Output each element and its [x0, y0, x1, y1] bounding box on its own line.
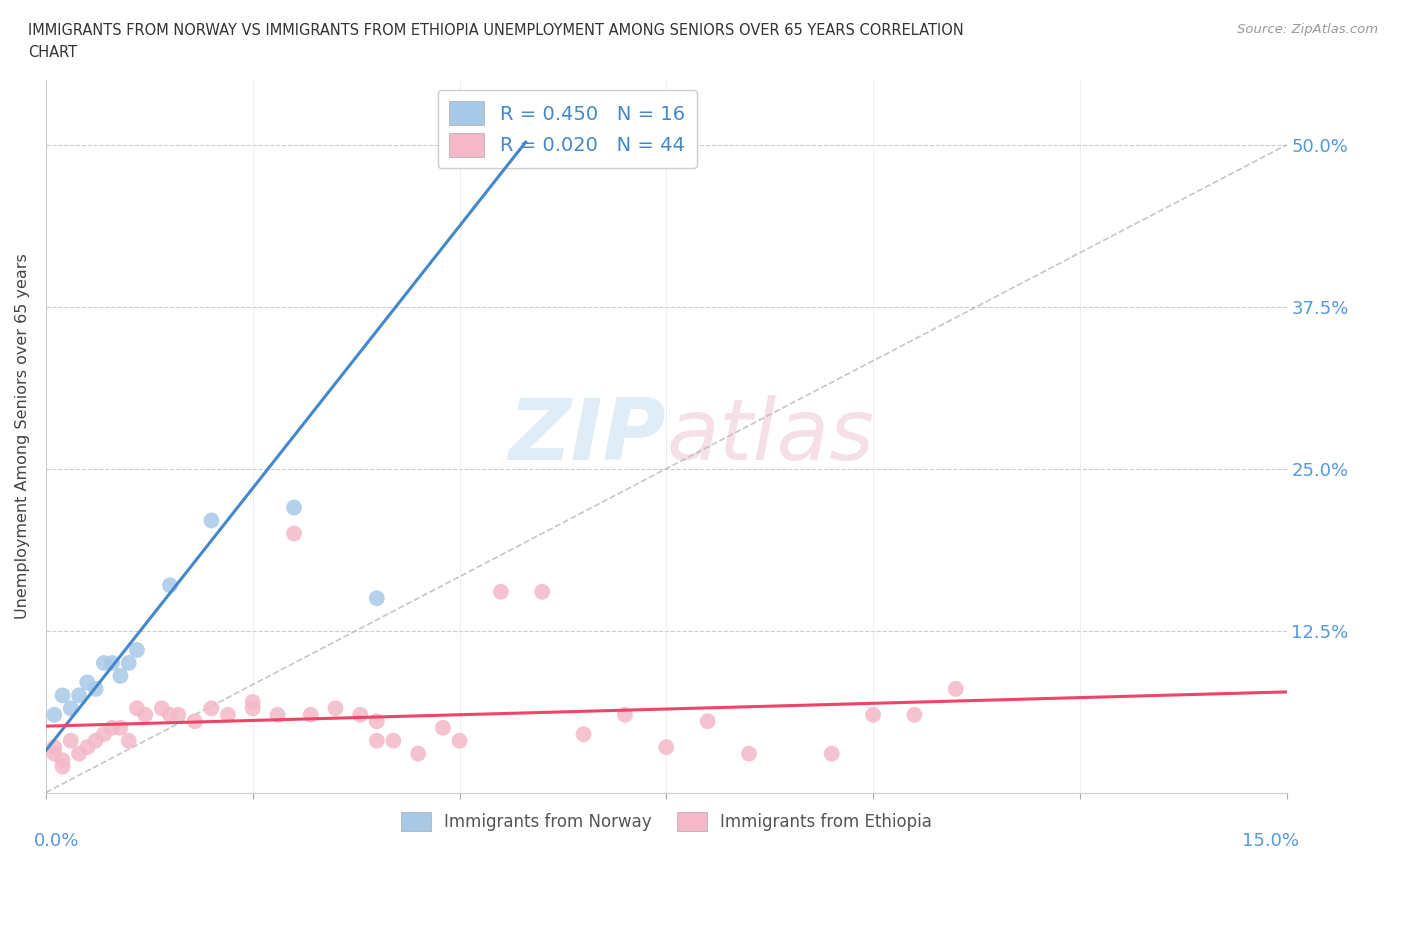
Point: [84, 682, 107, 697]
Point: [44, 739, 66, 754]
Text: CHART: CHART: [28, 45, 77, 60]
Point: [184, 714, 207, 729]
Point: [738, 746, 761, 761]
Point: [110, 669, 132, 684]
Point: [93, 656, 115, 671]
Point: [134, 708, 156, 723]
Point: [76, 675, 98, 690]
Point: [125, 643, 148, 658]
Text: atlas: atlas: [666, 395, 875, 478]
Text: 15.0%: 15.0%: [1241, 831, 1299, 850]
Point: [299, 708, 322, 723]
Point: [242, 701, 264, 716]
Point: [167, 708, 190, 723]
Point: [200, 701, 222, 716]
Point: [821, 746, 844, 761]
Point: [93, 726, 115, 741]
Text: Source: ZipAtlas.com: Source: ZipAtlas.com: [1237, 23, 1378, 36]
Point: [449, 733, 471, 748]
Point: [118, 733, 141, 748]
Point: [862, 708, 884, 723]
Point: [945, 682, 967, 697]
Point: [159, 708, 181, 723]
Point: [110, 721, 132, 736]
Point: [44, 746, 66, 761]
Point: [382, 733, 405, 748]
Point: [200, 513, 222, 528]
Point: [159, 578, 181, 592]
Point: [655, 739, 678, 754]
Point: [51, 688, 73, 703]
Point: [366, 591, 388, 605]
Point: [572, 726, 595, 741]
Point: [101, 721, 124, 736]
Point: [44, 708, 66, 723]
Point: [366, 714, 388, 729]
Text: IMMIGRANTS FROM NORWAY VS IMMIGRANTS FROM ETHIOPIA UNEMPLOYMENT AMONG SENIORS OV: IMMIGRANTS FROM NORWAY VS IMMIGRANTS FRO…: [28, 23, 965, 38]
Point: [283, 526, 305, 541]
Point: [531, 584, 554, 599]
Point: [696, 714, 718, 729]
Text: 0.0%: 0.0%: [34, 831, 79, 850]
Point: [125, 701, 148, 716]
Point: [67, 688, 90, 703]
Point: [432, 721, 454, 736]
Point: [242, 695, 264, 710]
Point: [51, 759, 73, 774]
Point: [266, 708, 288, 723]
Point: [349, 708, 371, 723]
Point: [366, 733, 388, 748]
Point: [76, 739, 98, 754]
Point: [118, 656, 141, 671]
Point: [67, 746, 90, 761]
Point: [51, 752, 73, 767]
Legend: Immigrants from Norway, Immigrants from Ethiopia: Immigrants from Norway, Immigrants from …: [394, 805, 939, 838]
Point: [283, 500, 305, 515]
Point: [150, 701, 173, 716]
Point: [101, 656, 124, 671]
Y-axis label: Unemployment Among Seniors over 65 years: Unemployment Among Seniors over 65 years: [15, 254, 30, 619]
Point: [325, 701, 347, 716]
Point: [217, 708, 239, 723]
Point: [613, 708, 636, 723]
Point: [84, 733, 107, 748]
Point: [406, 746, 429, 761]
Text: ZIP: ZIP: [509, 395, 666, 478]
Point: [903, 708, 925, 723]
Point: [489, 584, 512, 599]
Point: [59, 733, 82, 748]
Point: [59, 701, 82, 716]
